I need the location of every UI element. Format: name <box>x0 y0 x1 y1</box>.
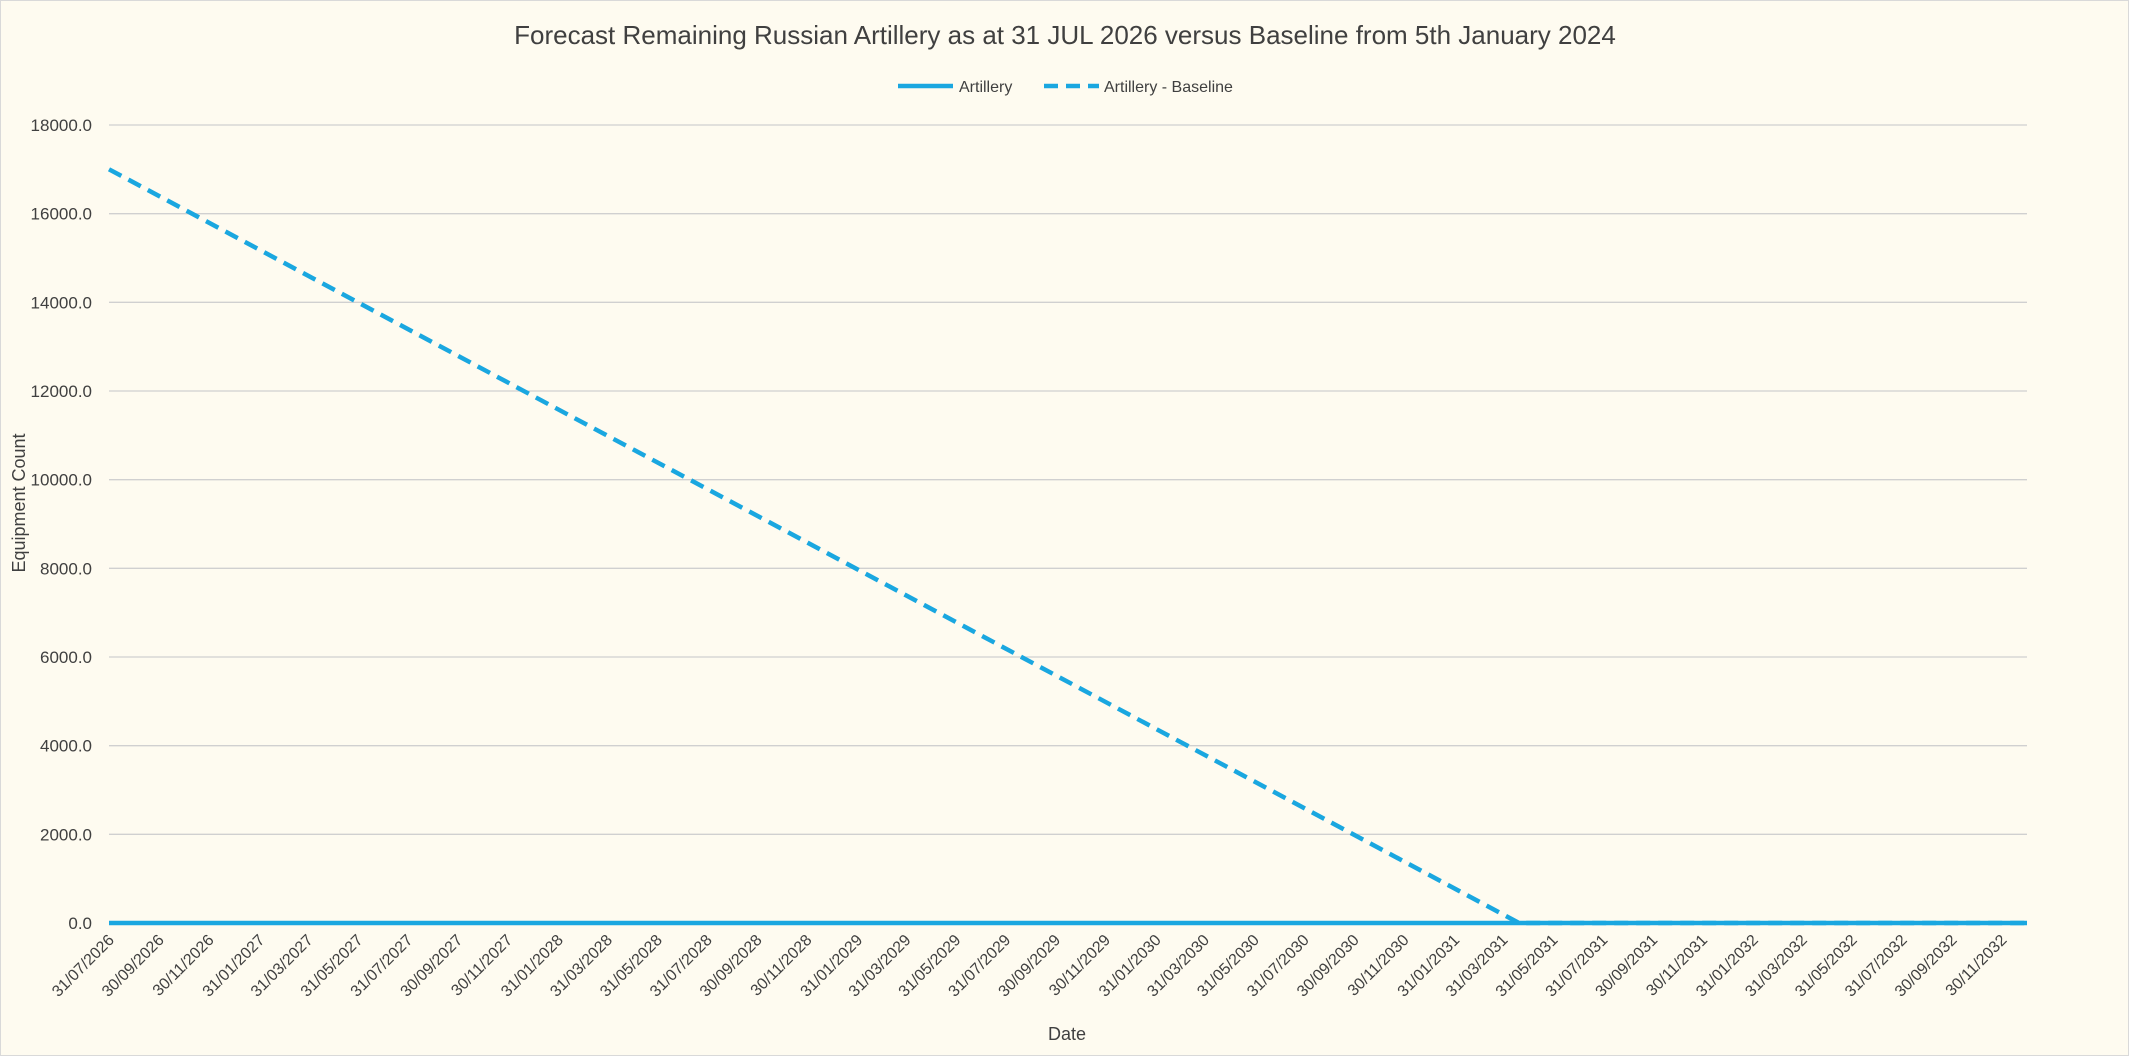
legend-label-artillery-baseline: Artillery - Baseline <box>1104 79 1233 96</box>
y-tick-label: 12000.0 <box>31 382 92 401</box>
y-tick-label: 18000.0 <box>31 116 92 135</box>
y-axis-ticks: 0.0 2000.0 4000.0 6000.0 8000.0 10000.0 12000.… <box>31 116 92 933</box>
legend: Artillery Artillery - Baseline <box>898 79 1233 96</box>
y-tick-label: 14000.0 <box>31 293 92 312</box>
y-tick-label: 8000.0 <box>40 559 92 578</box>
series-line-artillery-baseline <box>107 167 2027 926</box>
x-axis-title: Date <box>1048 1024 1086 1044</box>
y-tick-label: 0.0 <box>68 914 92 933</box>
chart-title: Forecast Remaining Russian Artillery as … <box>514 20 1616 50</box>
x-axis-ticks: 31/07/202630/09/202630/11/202631/01/2027… <box>49 932 2010 1001</box>
legend-label-artillery: Artillery <box>959 79 1012 96</box>
y-tick-label: 6000.0 <box>40 648 92 667</box>
series-lines <box>107 167 2027 926</box>
y-tick-label: 2000.0 <box>40 825 92 844</box>
y-tick-label: 4000.0 <box>40 737 92 756</box>
y-tick-label: 16000.0 <box>31 205 92 224</box>
y-axis-title: Equipment Count <box>9 433 29 572</box>
y-tick-label: 10000.0 <box>31 471 92 490</box>
gridlines <box>109 124 2027 924</box>
